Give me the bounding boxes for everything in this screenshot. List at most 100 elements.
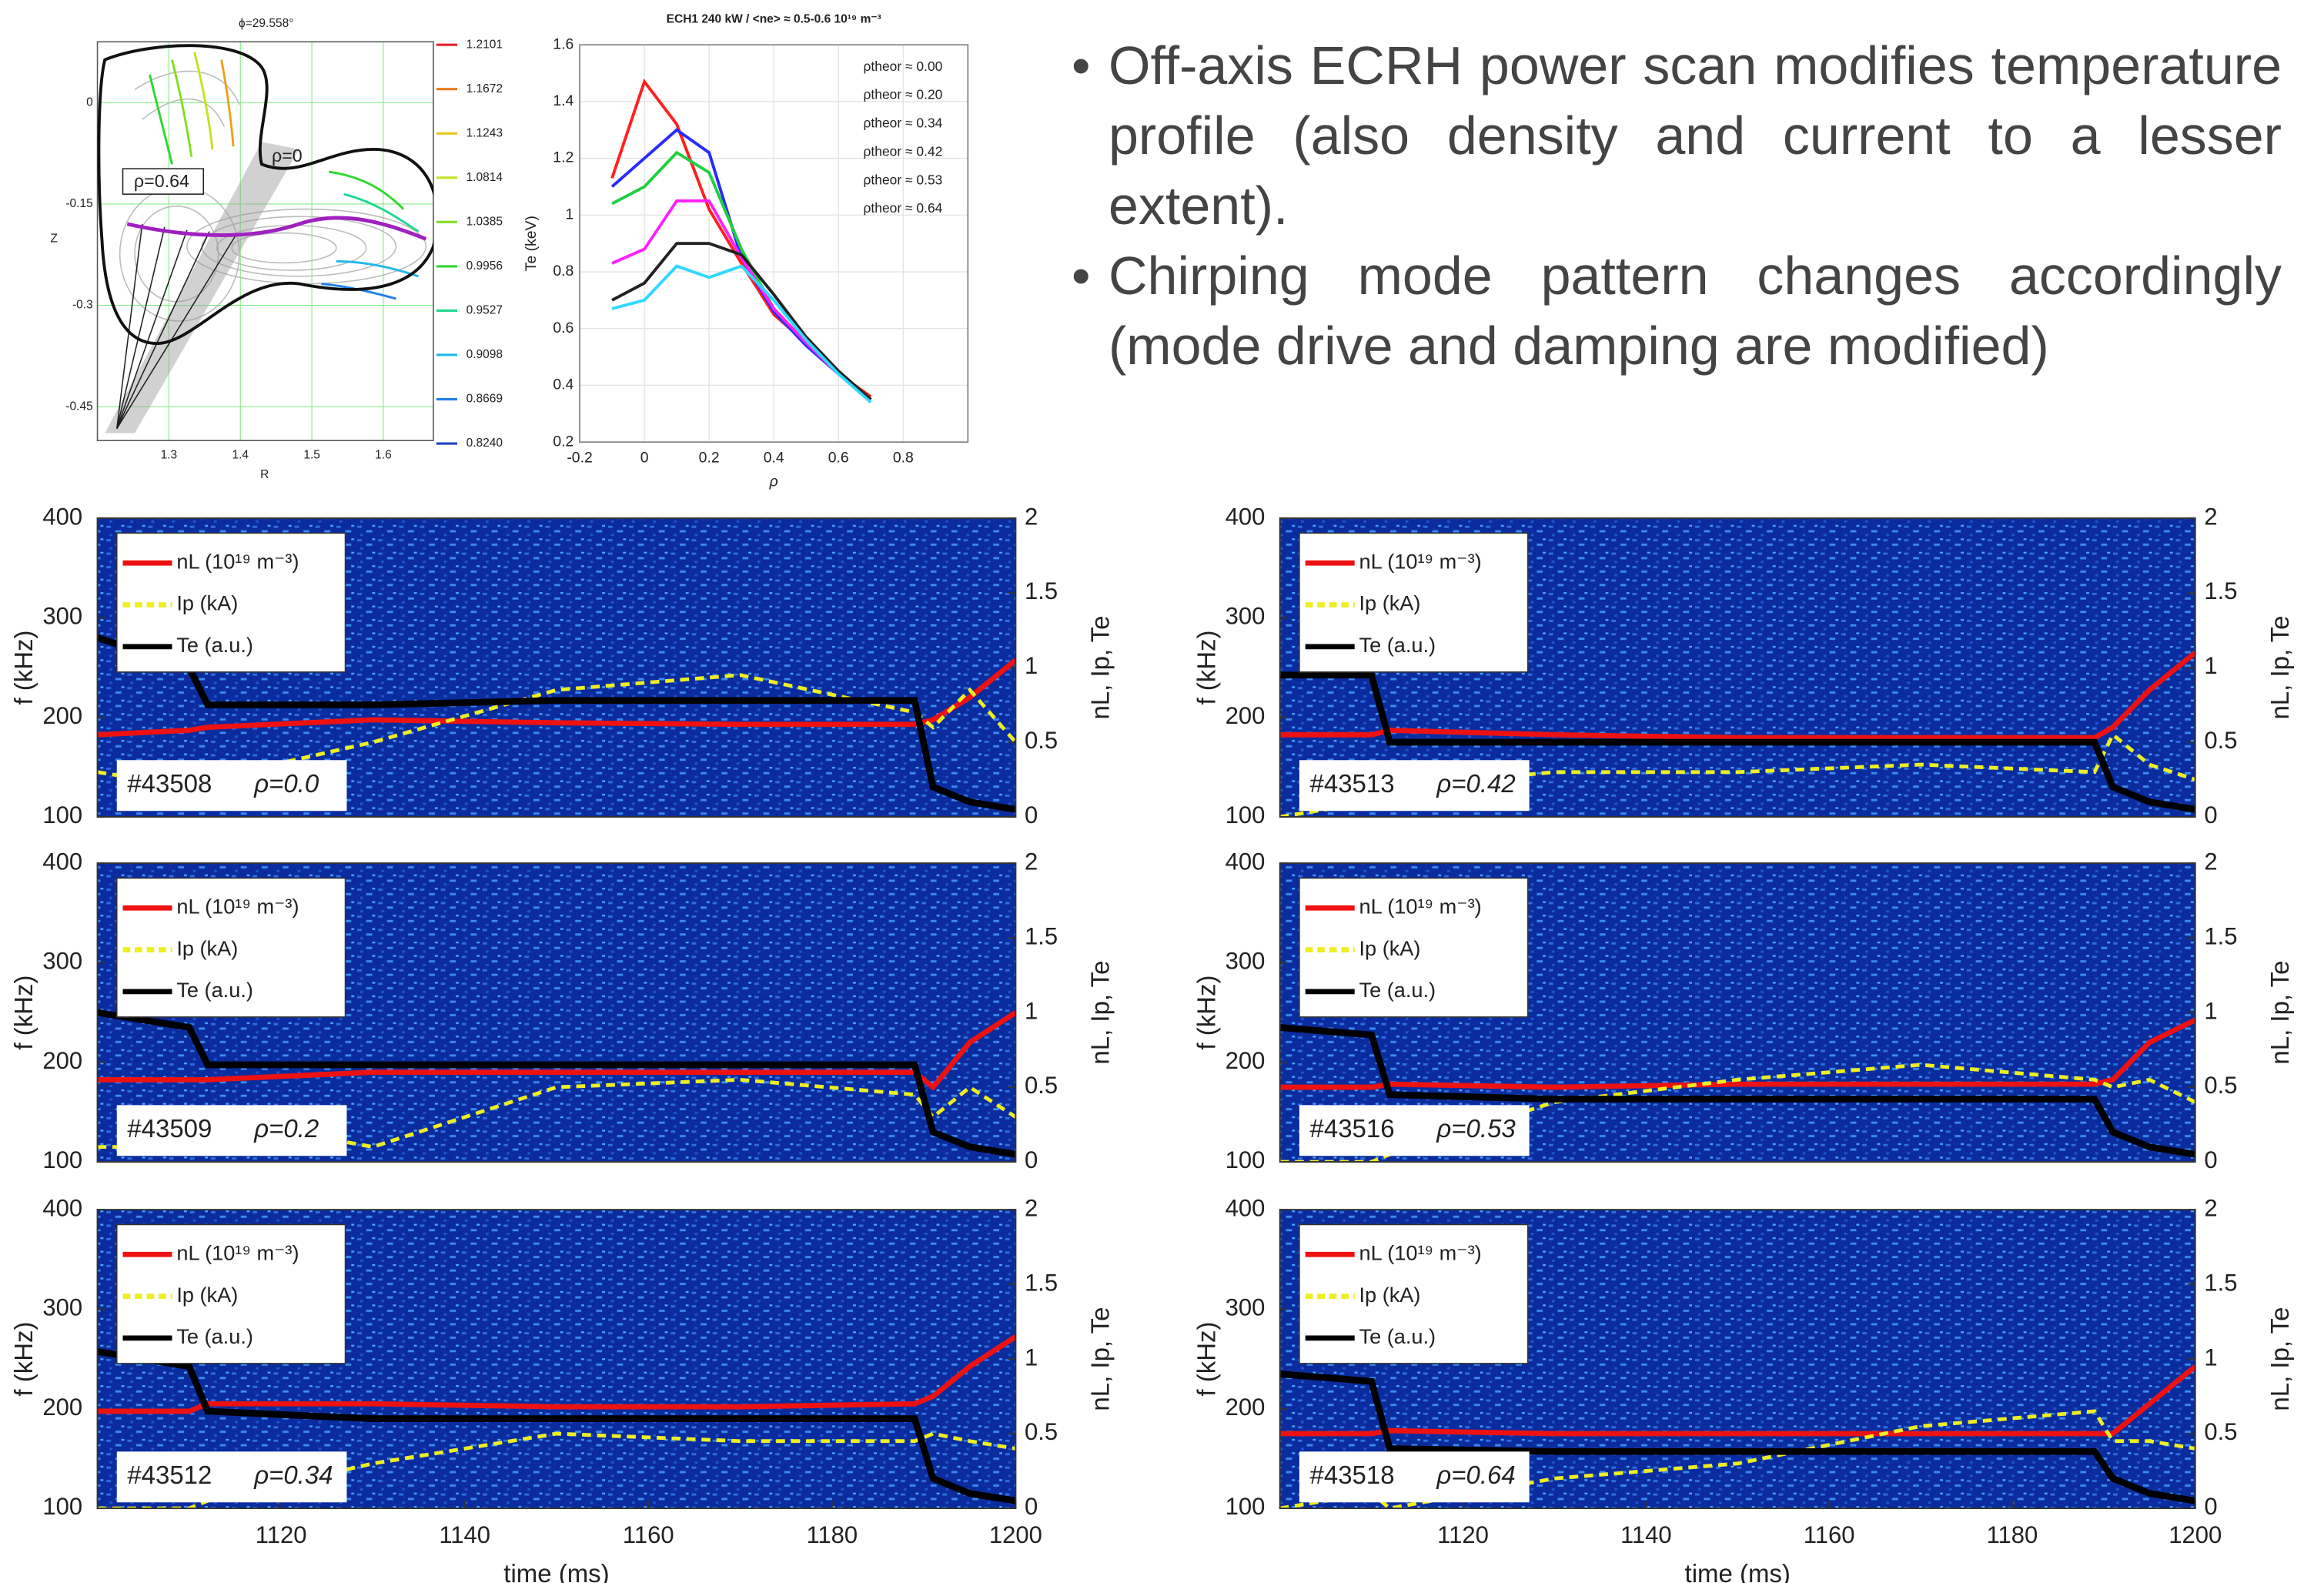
annotation: ρ=0.2 [253, 1114, 319, 1143]
y-tick-label: 300 [42, 603, 82, 630]
y-axis-label: Te (keV) [523, 216, 540, 271]
colorbar-label: 0.8669 [466, 393, 503, 406]
colorbar-label: 1.2101 [466, 38, 503, 51]
legend-label: nL (10¹⁹ m⁻³) [1359, 894, 1482, 918]
y2-tick-label: 1.5 [2204, 922, 2237, 949]
x-tick-label: 1180 [806, 1521, 858, 1548]
annotation: #43518 [1310, 1461, 1395, 1489]
legend-label: ρtheor ≈ 0.53 [864, 172, 943, 187]
plot-frame [96, 1209, 1017, 1509]
colorbar-label: 0.8240 [466, 437, 503, 450]
annotation: ρ=0.53 [1436, 1114, 1516, 1143]
colorbar-label: 1.1243 [466, 126, 503, 139]
legend-label: Ip (kA) [1359, 591, 1421, 615]
annotation: #43508 [127, 769, 212, 798]
legend-label: nL (10¹⁹ m⁻³) [176, 1240, 299, 1264]
y-tick-label: 200 [1226, 702, 1266, 729]
x-tick-label: 0.2 [699, 450, 720, 467]
x-axis-label: ρ [769, 474, 778, 490]
bullet-list: Off-axis ECRH power scan modifies temper… [1072, 31, 2282, 381]
legend-label: Te (a.u.) [176, 1324, 253, 1348]
legend-label: ρtheor ≈ 0.64 [864, 200, 943, 216]
plot-frame [96, 517, 1017, 818]
y-tick-label: 100 [1226, 1146, 1266, 1173]
legend-label: nL (10¹⁹ m⁻³) [176, 549, 299, 573]
x-tick-label: 1200 [989, 1521, 1042, 1548]
series-line [97, 1431, 1016, 1509]
bullet: Off-axis ECRH power scan modifies temper… [1072, 31, 2282, 241]
y-tick-label: -0.15 [65, 197, 92, 210]
y-tick-label: 100 [1226, 802, 1266, 828]
y-tick-label: 0 [86, 95, 93, 109]
colorbar-label: 1.0385 [466, 215, 503, 228]
y2-tick-label: 2 [1025, 503, 1038, 530]
legend-label: Te (a.u.) [176, 633, 253, 657]
legend-box [1299, 1223, 1529, 1364]
y2-tick-label: 0 [1025, 1146, 1038, 1173]
x-tick-label: 0.8 [893, 450, 914, 467]
y2-tick-label: 1.5 [2204, 1269, 2237, 1296]
legend-label: ρtheor ≈ 0.20 [864, 87, 943, 102]
annotation: ρ=0.64 [134, 171, 189, 191]
legend-label: Ip (kA) [176, 1283, 238, 1307]
colorbar-label: 0.9527 [466, 304, 503, 317]
y-axis-label: f (kHz) [9, 1322, 38, 1397]
y2-tick-label: 0 [2204, 1146, 2217, 1173]
legend-label: Ip (kA) [1359, 936, 1421, 960]
y2-axis-label: nL, Ip, Te [2265, 1307, 2294, 1411]
y-tick-label: 200 [42, 1394, 82, 1421]
legend-label: Te (a.u.) [1359, 978, 1436, 1002]
series-line [611, 199, 872, 401]
colorbar-label: 1.1672 [466, 82, 503, 95]
x-tick-label: 1140 [439, 1521, 490, 1548]
legend-label: nL (10¹⁹ m⁻³) [1359, 1240, 1482, 1264]
series-line [97, 1348, 1016, 1504]
series-line [611, 242, 872, 401]
y-axis-label: f (kHz) [1192, 1322, 1220, 1397]
annotation-box [1299, 1105, 1530, 1156]
annotation-box [116, 1451, 347, 1503]
y2-tick-label: 1.5 [1025, 922, 1058, 949]
x-tick-label: 1180 [1987, 1521, 2038, 1548]
y2-tick-label: 1 [1025, 652, 1038, 679]
y2-tick-label: 0.5 [2204, 1072, 2237, 1099]
y2-tick-label: 1.5 [1025, 577, 1058, 604]
y-tick-label: 100 [42, 1146, 82, 1173]
y-axis-label: Z [51, 232, 58, 245]
x-tick-label: 1.4 [232, 449, 249, 462]
y-tick-label: 400 [42, 1194, 82, 1221]
series-line [611, 264, 872, 403]
legend-label: ρtheor ≈ 0.34 [864, 115, 943, 131]
x-tick-label: 1160 [623, 1521, 674, 1548]
y2-tick-label: 1.5 [2204, 577, 2237, 604]
annotation: ρ=0.64 [1436, 1461, 1515, 1489]
y2-axis-label: nL, Ip, Te [2265, 615, 2294, 719]
y-tick-label: 300 [42, 1294, 82, 1321]
y2-tick-label: 0.5 [2204, 1418, 2237, 1445]
series-line [97, 634, 1016, 813]
y-axis-label: f (kHz) [9, 976, 38, 1050]
chart-title: ϕ=29.558° [239, 17, 293, 30]
series-line [1279, 1370, 2195, 1504]
y2-tick-label: 2 [2204, 1194, 2217, 1221]
annotation: ρ=0.0 [253, 769, 319, 798]
legend-label: Te (a.u.) [176, 978, 253, 1002]
y2-tick-label: 0 [2204, 802, 2217, 828]
x-tick-label: 0.6 [828, 450, 849, 467]
y2-tick-label: 0.5 [2204, 727, 2237, 754]
series-line [97, 1009, 1016, 1158]
y2-tick-label: 0 [1025, 802, 1038, 828]
y-tick-label: 300 [1226, 1294, 1266, 1321]
annotation: #43513 [1310, 769, 1395, 798]
x-tick-label: 1120 [1437, 1521, 1489, 1548]
annotation-box [1299, 760, 1530, 812]
y-tick-label: 400 [1226, 503, 1266, 530]
x-tick-label: 1.6 [375, 449, 392, 462]
y2-axis-label: nL, Ip, Te [1086, 1307, 1115, 1411]
y2-axis-label: nL, Ip, Te [1086, 961, 1115, 1065]
annotation: ρ=0.34 [253, 1461, 333, 1489]
legend-label: nL (10¹⁹ m⁻³) [1359, 549, 1482, 573]
y-tick-label: -0.45 [65, 400, 92, 413]
y-tick-label: 400 [42, 848, 82, 875]
